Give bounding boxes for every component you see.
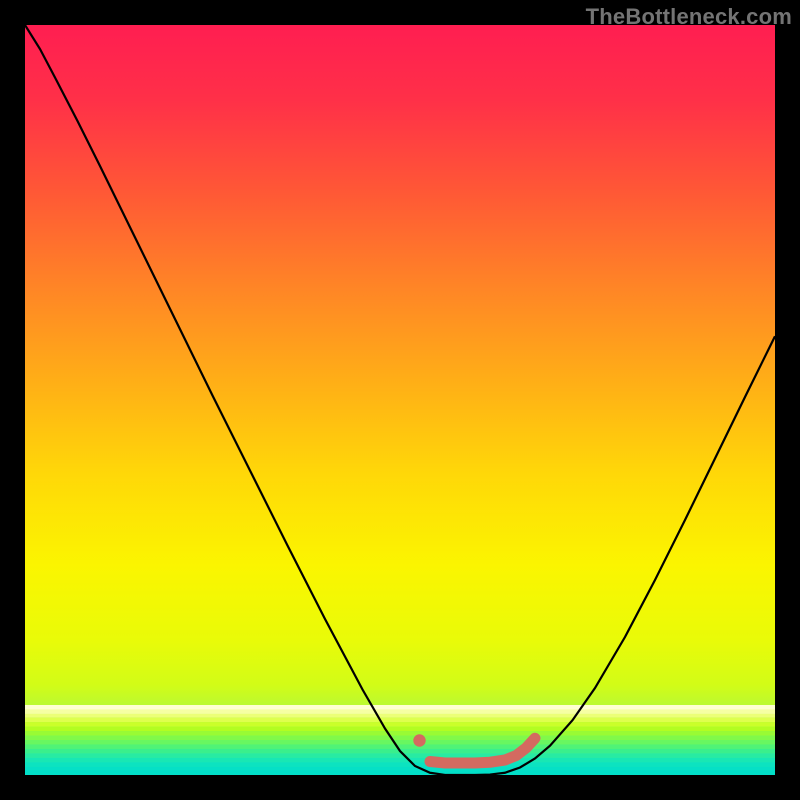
plot-area xyxy=(25,25,775,775)
optimal-range-marker xyxy=(430,738,535,763)
bottleneck-curve xyxy=(25,25,775,775)
chart-outer-frame: TheBottleneck.com xyxy=(0,0,800,800)
bottleneck-curve-layer xyxy=(25,25,775,775)
watermark-text: TheBottleneck.com xyxy=(586,4,792,30)
optimal-point-dot xyxy=(413,734,425,746)
